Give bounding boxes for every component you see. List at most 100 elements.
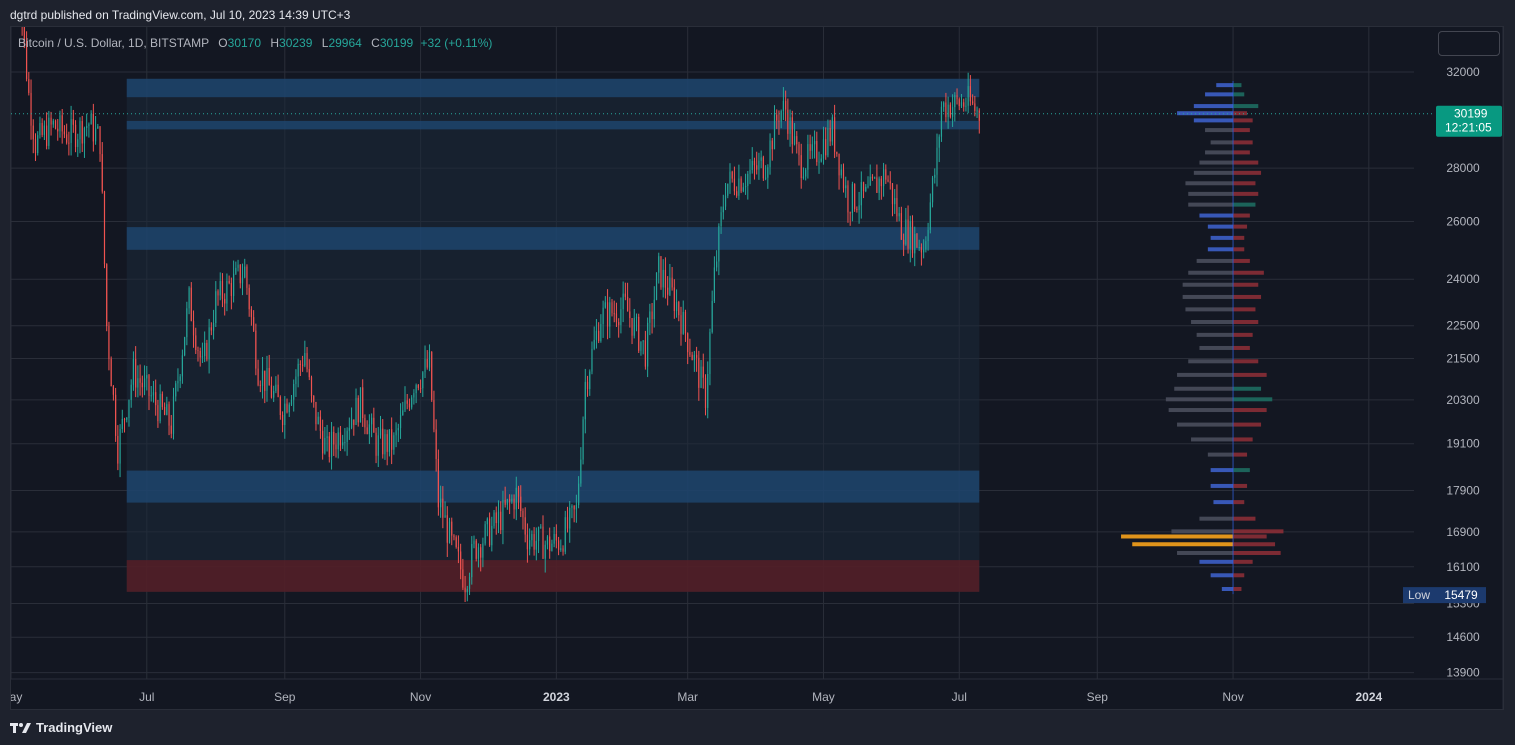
low-badge-value: 15479: [1444, 588, 1478, 602]
candle-body: [635, 316, 638, 319]
candle-body: [471, 544, 473, 578]
candle-body: [495, 512, 497, 524]
candle-body: [433, 400, 435, 430]
candle-body: [709, 332, 711, 374]
candle-body: [664, 269, 667, 288]
open-value: 30170: [227, 36, 262, 50]
candle-body: [898, 213, 900, 217]
symbol-name[interactable]: Bitcoin / U.S. Dollar, 1D, BITSTAMP: [18, 36, 209, 50]
candle-body: [838, 153, 840, 176]
candle-body: [446, 515, 448, 543]
candle-body: [747, 173, 749, 186]
candle-body: [195, 335, 197, 350]
candle-body: [813, 141, 816, 145]
volume-profile-row-left: [1185, 307, 1234, 312]
volume-profile-row-right: [1233, 452, 1248, 457]
volume-profile-row-right: [1233, 213, 1250, 218]
candle-body: [68, 142, 70, 144]
candle-body: [128, 399, 130, 418]
candle-body: [869, 176, 871, 186]
volume-profile-row-right: [1233, 307, 1256, 312]
candle-body: [593, 339, 595, 349]
volume-profile-row-right: [1233, 320, 1259, 325]
y-tick-label: 19100: [1446, 437, 1480, 451]
volume-profile-row-left: [1185, 181, 1234, 186]
candle-body: [566, 517, 569, 529]
volume-profile-row-left: [1191, 437, 1234, 442]
y-tick-label: 13900: [1446, 666, 1480, 680]
candle-body: [90, 113, 92, 125]
candle-body: [925, 241, 927, 250]
volume-profile-row-right: [1233, 529, 1284, 534]
candle-body: [620, 309, 622, 326]
candle-body: [880, 178, 882, 187]
candle-body: [758, 160, 760, 170]
candle-body: [466, 588, 468, 593]
candle-body: [551, 543, 553, 551]
candle-body: [509, 499, 511, 502]
candle-body: [88, 124, 90, 127]
candle-body: [121, 418, 123, 429]
x-tick-label: Sep: [274, 690, 296, 704]
volume-profile-row-right: [1233, 235, 1245, 240]
candle-body: [929, 202, 931, 230]
volume-profile-row-left: [1121, 534, 1234, 539]
candle-body: [126, 417, 128, 420]
volume-profile-row-right: [1233, 559, 1253, 564]
candle-body: [70, 119, 72, 143]
candle-body: [756, 165, 758, 170]
candle-body: [733, 178, 736, 192]
volume-profile-row-left: [1196, 332, 1234, 337]
candle-body: [762, 157, 764, 179]
candle-body: [362, 387, 364, 419]
candle-body: [59, 115, 61, 132]
candle-body: [764, 177, 767, 179]
candle-body: [782, 100, 785, 112]
candle-body: [32, 125, 34, 140]
candle-body: [878, 178, 880, 193]
volume-profile-row-left: [1210, 140, 1234, 145]
candle-body: [411, 397, 413, 408]
candle-body: [934, 174, 936, 178]
candle-body: [731, 171, 733, 179]
candle-body: [845, 185, 847, 189]
candle-body: [333, 431, 335, 445]
candle-body: [46, 125, 48, 146]
candle-body: [615, 313, 618, 322]
candle-body: [379, 428, 382, 436]
high-value: 30239: [279, 36, 313, 50]
candle-body: [424, 359, 426, 373]
candle-body: [83, 127, 86, 144]
candle-body: [896, 198, 898, 217]
candle-body: [744, 185, 747, 188]
high-label: H: [270, 36, 280, 50]
volume-profile-row-left: [1177, 111, 1234, 116]
volume-profile-row-right: [1233, 372, 1267, 377]
volume-profile-row-right: [1233, 202, 1256, 207]
candle-body: [631, 318, 633, 336]
candle-body: [137, 378, 139, 388]
candle-body: [417, 385, 419, 388]
volume-profile-row-left: [1216, 83, 1234, 88]
candle-body: [286, 403, 288, 413]
candle-body: [675, 302, 678, 312]
candle-body: [947, 104, 949, 118]
candle-body: [324, 437, 326, 454]
candle-body: [978, 110, 980, 121]
chart-frame[interactable]: 32000 28000 26000 24000 22500 21500 20300 19100…: [10, 26, 1504, 710]
candle-body: [297, 363, 299, 377]
candle-body: [533, 534, 535, 550]
candle-body: [366, 427, 368, 434]
candle-body: [867, 185, 869, 187]
low-label: L: [321, 36, 329, 50]
volume-profile-row-right: [1233, 150, 1250, 155]
volume-profile-row-right: [1233, 500, 1245, 505]
candle-body: [217, 291, 219, 296]
chart-toolbar-button[interactable]: [1438, 31, 1500, 56]
footer-brand[interactable]: TradingView: [10, 720, 112, 735]
candle-body: [769, 140, 771, 168]
price-chart[interactable]: 32000 28000 26000 24000 22500 21500 20300 19100…: [11, 27, 1504, 710]
candle-body: [480, 547, 482, 558]
candle-body: [491, 525, 493, 546]
candle-body: [451, 521, 453, 536]
